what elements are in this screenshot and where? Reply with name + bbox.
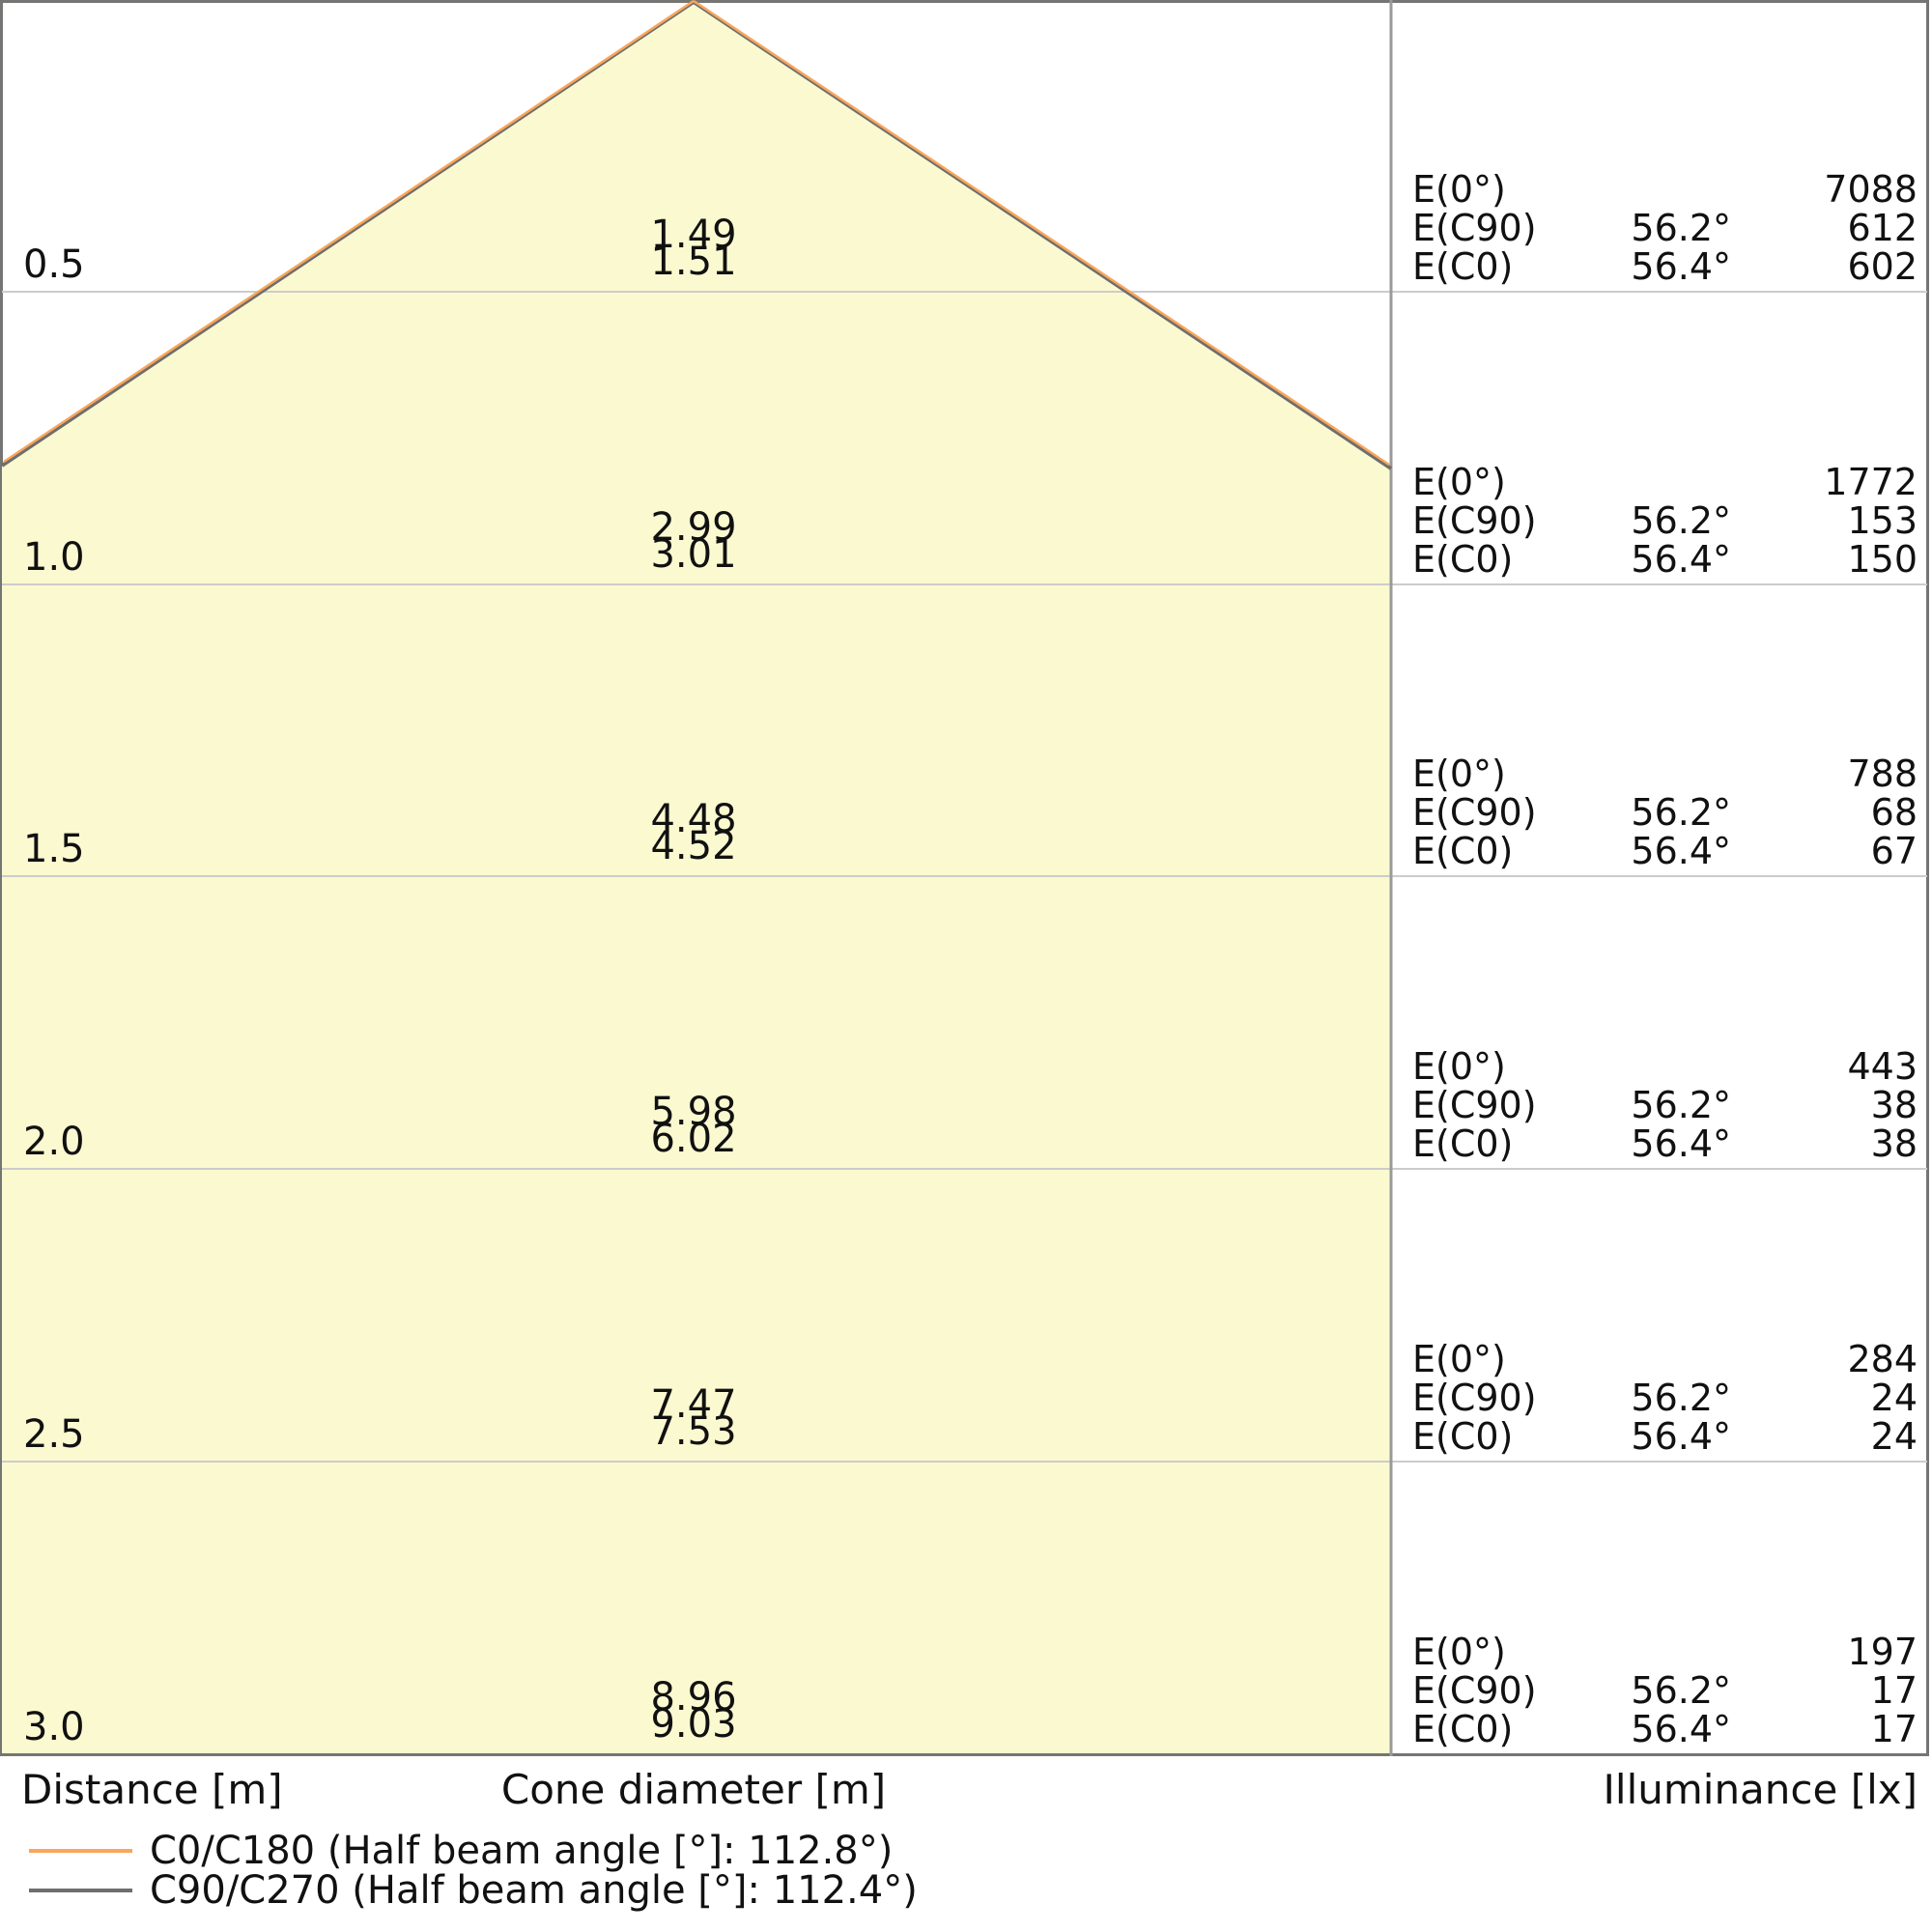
legend-label-c90: C90/C270 (Half beam angle [°]: 112.4°) [150, 1868, 918, 1913]
illuminance-row: E(0°) 7088 E(C90) 56.2° 612 E(C0) 56.4° … [1412, 168, 1918, 286]
distance-axis-caption: Distance [m] [21, 1766, 283, 1813]
cone-diameter-c0: 4.52 [650, 824, 737, 868]
cone-diameter-c90: 2.99 [650, 505, 737, 550]
e0-angle [1620, 463, 1731, 501]
e0-value: 1772 [1824, 461, 1918, 503]
ec0-label: E(C0) [1412, 1122, 1514, 1165]
cone-edge-c0 [3, 0, 1390, 467]
ec0-angle: 56.4° [1631, 1415, 1731, 1458]
cone-diameter-c0: 6.02 [650, 1117, 737, 1161]
ec90-label: E(C90) [1412, 207, 1537, 249]
e0-angle [1620, 1340, 1731, 1378]
e0-value: 443 [1847, 1045, 1918, 1088]
illuminance-row: E(0°) 443 E(C90) 56.2° 38 E(C0) 56.4° 38 [1412, 1045, 1918, 1163]
ec0-angle: 56.4° [1631, 830, 1731, 872]
e0-label: E(0°) [1412, 1631, 1506, 1673]
e0-label: E(0°) [1412, 753, 1506, 795]
distance-tick: 1.0 [23, 535, 85, 580]
distance-tick: 1.5 [23, 827, 85, 871]
e0-value: 284 [1847, 1338, 1918, 1380]
cone-diameter-c90: 5.98 [650, 1090, 737, 1134]
cone-diameter-c90: 1.49 [650, 213, 737, 257]
ec90-label: E(C90) [1412, 499, 1537, 542]
illuminance-row: E(0°) 284 E(C90) 56.2° 24 E(C0) 56.4° 24 [1412, 1338, 1918, 1456]
ec0-label: E(C0) [1412, 1415, 1514, 1458]
ec90-label: E(C90) [1412, 1669, 1537, 1712]
illuminance-row: E(0°) 788 E(C90) 56.2° 68 E(C0) 56.4° 67 [1412, 753, 1918, 870]
ec90-value: 68 [1870, 791, 1918, 834]
illuminance-row: E(0°) 197 E(C90) 56.2° 17 E(C0) 56.4° 17 [1412, 1631, 1918, 1748]
grid-lines [2, 291, 1927, 1463]
ec90-label: E(C90) [1412, 1084, 1537, 1126]
e0-angle [1620, 1047, 1731, 1086]
ec0-value: 24 [1870, 1415, 1918, 1458]
e0-label: E(0°) [1412, 1338, 1506, 1380]
ec90-value: 17 [1870, 1669, 1918, 1712]
ec90-value: 38 [1870, 1084, 1918, 1126]
illuminance-axis-caption: Illuminance [lx] [1603, 1766, 1918, 1813]
cone-diameter-c0: 3.01 [650, 532, 737, 577]
ec90-label: E(C90) [1412, 791, 1537, 834]
e0-value: 197 [1847, 1631, 1918, 1673]
ec0-angle: 56.4° [1631, 1708, 1731, 1750]
e0-label: E(0°) [1412, 168, 1506, 211]
cone-diameter-c90: 7.47 [650, 1382, 737, 1427]
legend-label-c0: C0/C180 (Half beam angle [°]: 112.8°) [150, 1829, 894, 1873]
cone-diameter-axis-caption: Cone diameter [m] [500, 1766, 887, 1813]
e0-angle [1620, 1633, 1731, 1671]
cone-fill [2, 2, 1391, 1753]
ec0-label: E(C0) [1412, 1708, 1514, 1750]
ec0-angle: 56.4° [1631, 538, 1731, 581]
cone-diameter-c0: 1.51 [650, 240, 737, 284]
distance-tick: 2.5 [23, 1412, 85, 1457]
e0-value: 7088 [1824, 168, 1918, 211]
ec90-angle: 56.2° [1631, 791, 1731, 834]
ec90-value: 24 [1870, 1377, 1918, 1419]
ec90-value: 612 [1847, 207, 1918, 249]
cone-diameter-c90: 4.48 [650, 797, 737, 841]
cone-diameter-c0: 9.03 [650, 1702, 737, 1747]
ec0-label: E(C0) [1412, 538, 1514, 581]
ec90-angle: 56.2° [1631, 1377, 1731, 1419]
cone-diameter-c0: 7.53 [650, 1409, 737, 1454]
legend-line-c90-icon [29, 1889, 132, 1892]
ec0-value: 38 [1870, 1122, 1918, 1165]
distance-tick: 2.0 [23, 1120, 85, 1164]
e0-angle [1620, 754, 1731, 793]
e0-value: 788 [1847, 753, 1918, 795]
e0-label: E(0°) [1412, 461, 1506, 503]
distance-tick: 3.0 [23, 1705, 85, 1749]
ec90-angle: 56.2° [1631, 207, 1731, 249]
ec90-angle: 56.2° [1631, 1669, 1731, 1712]
ec0-value: 67 [1870, 830, 1918, 872]
legend-entry-c90: C90/C270 (Half beam angle [°]: 112.4°) [0, 1868, 1159, 1913]
ec0-value: 150 [1847, 538, 1918, 581]
ec0-label: E(C0) [1412, 245, 1514, 288]
ec90-angle: 56.2° [1631, 1084, 1731, 1126]
ec90-label: E(C90) [1412, 1377, 1537, 1419]
e0-angle [1620, 170, 1731, 209]
ec0-angle: 56.4° [1631, 1122, 1731, 1165]
ec0-label: E(C0) [1412, 830, 1514, 872]
illuminance-row: E(0°) 1772 E(C90) 56.2° 153 E(C0) 56.4° … [1412, 461, 1918, 579]
ec90-value: 153 [1847, 499, 1918, 542]
ec0-value: 602 [1847, 245, 1918, 288]
legend-line-c0-icon [29, 1849, 132, 1853]
cone-diameter-c90: 8.96 [650, 1675, 737, 1719]
e0-label: E(0°) [1412, 1045, 1506, 1088]
cone-plot [0, 0, 1927, 1756]
distance-tick: 0.5 [23, 242, 85, 287]
ec0-value: 17 [1870, 1708, 1918, 1750]
ec0-angle: 56.4° [1631, 245, 1731, 288]
ec90-angle: 56.2° [1631, 499, 1731, 542]
legend-entry-c0: C0/C180 (Half beam angle [°]: 112.8°) [0, 1829, 1159, 1873]
